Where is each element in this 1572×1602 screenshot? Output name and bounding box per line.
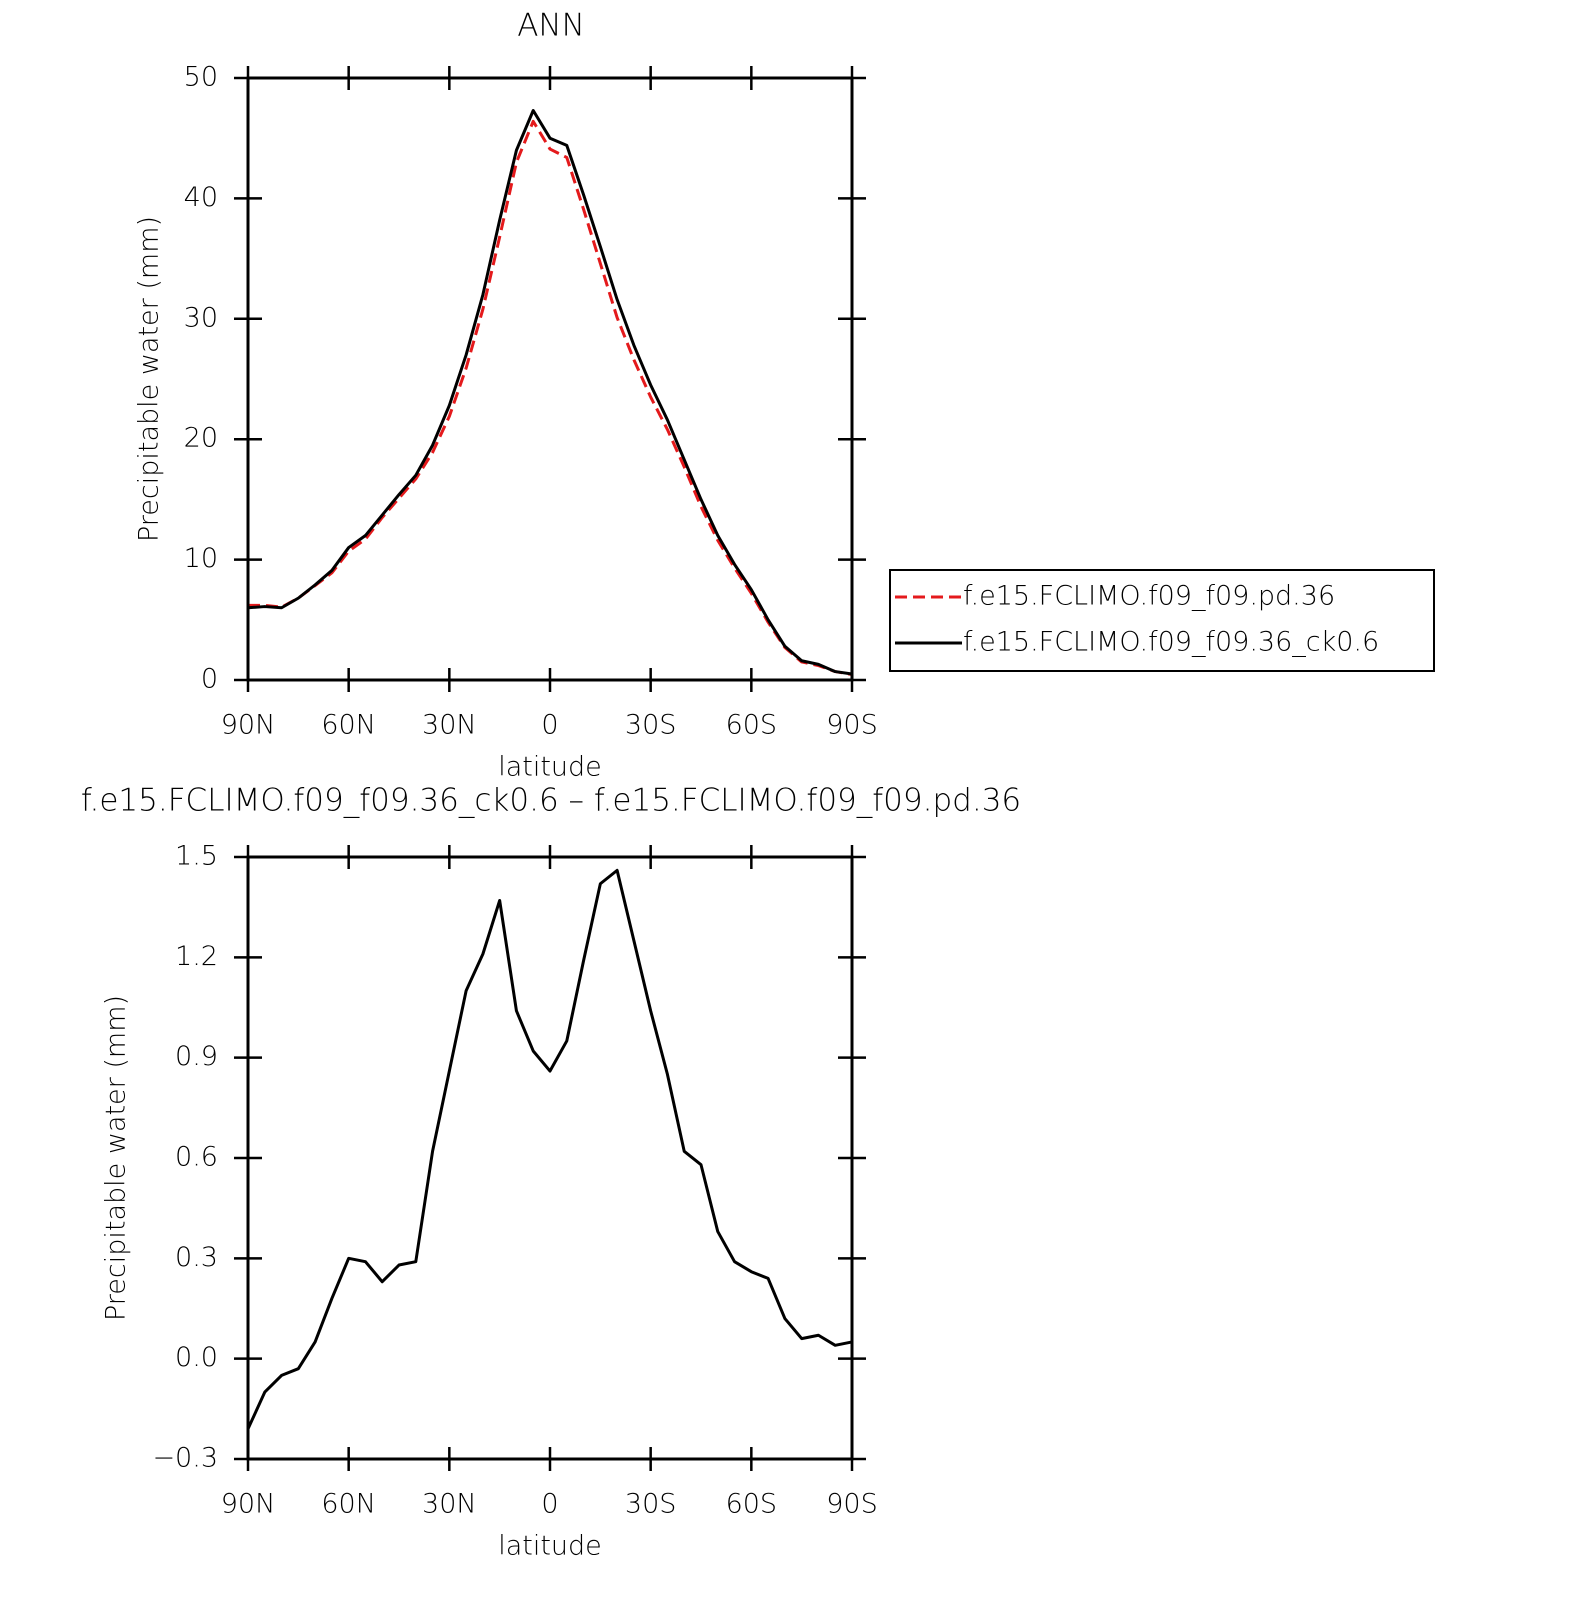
y-tick-label: 0.3 <box>175 1242 218 1273</box>
x-tick-label: 60N <box>321 1489 376 1520</box>
chart-title: ANN <box>517 8 585 44</box>
x-tick-label: 90S <box>826 1489 878 1520</box>
y-tick-label: 40 <box>184 182 218 213</box>
y-tick-label: 10 <box>184 543 218 574</box>
y-tick-label: 50 <box>184 62 218 93</box>
legend-label: f.e15.FCLIMO.f09_f09.pd.36 <box>963 581 1335 612</box>
y-tick-label: 1.5 <box>175 841 218 872</box>
legend-label: f.e15.FCLIMO.f09_f09.36_ck0.6 <box>963 627 1379 658</box>
y-tick-label: 20 <box>184 423 218 454</box>
x-tick-label: 30S <box>625 710 677 741</box>
x-tick-label: 0 <box>541 1489 558 1520</box>
y-axis-label: Precipitable water (mm) <box>134 216 165 542</box>
x-tick-label: 90S <box>826 710 878 741</box>
y-tick-label: 0.6 <box>175 1142 218 1173</box>
y-axis-label: Precipitable water (mm) <box>101 995 132 1321</box>
x-axis-label: latitude <box>498 1531 602 1562</box>
y-tick-label: 0.9 <box>175 1041 218 1072</box>
x-tick-label: 60S <box>726 1489 778 1520</box>
line-series <box>248 119 853 677</box>
x-tick-label: 90N <box>221 1489 276 1520</box>
x-tick-label: 60S <box>726 710 778 741</box>
x-tick-label: 30S <box>625 1489 677 1520</box>
x-tick-label: 0 <box>541 710 558 741</box>
legend-box <box>889 569 1435 672</box>
line-series <box>247 109 853 676</box>
line-series <box>246 868 853 1430</box>
plot-frame <box>246 76 854 682</box>
x-tick-label: 60N <box>321 710 376 741</box>
y-tick-label: 1.2 <box>175 941 218 972</box>
chart-title: f.e15.FCLIMO.f09_f09.36_ck0.6 – f.e15.FC… <box>81 783 1021 819</box>
y-tick-label: 0 <box>201 664 218 695</box>
x-tick-label: 30N <box>422 710 477 741</box>
x-tick-label: 90N <box>221 710 276 741</box>
x-axis-label: latitude <box>498 752 602 783</box>
y-tick-label: 0.0 <box>175 1342 218 1373</box>
x-tick-label: 30N <box>422 1489 477 1520</box>
y-tick-label: 30 <box>184 302 218 333</box>
plot-frame <box>246 855 854 1461</box>
y-tick-label: −0.3 <box>152 1443 218 1474</box>
